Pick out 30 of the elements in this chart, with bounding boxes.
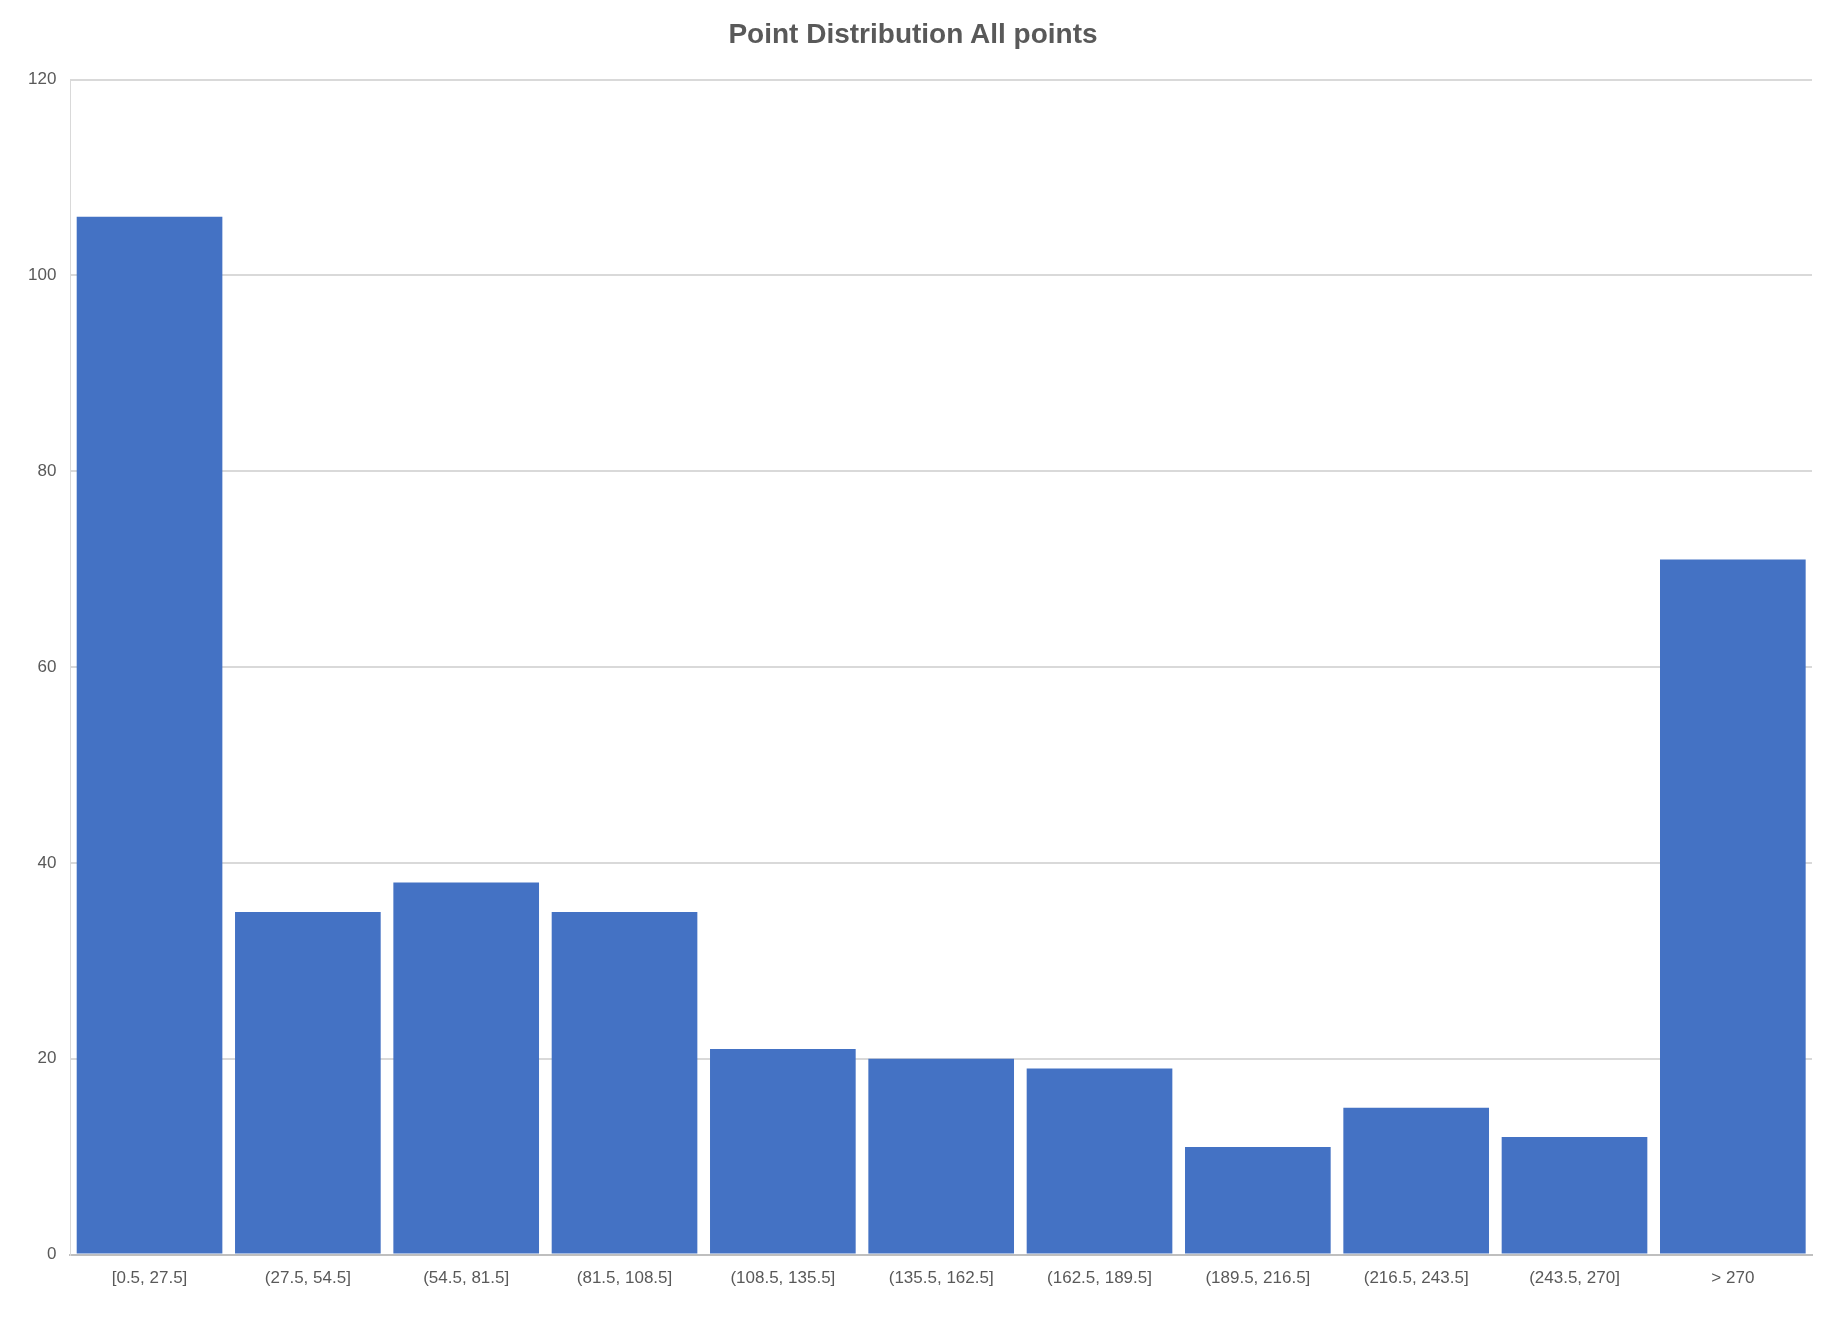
bar <box>710 1048 856 1254</box>
y-tick-label: 80 <box>37 460 57 480</box>
bar <box>393 882 540 1254</box>
y-tick-label: 60 <box>37 656 57 676</box>
x-tick-label: (243.5, 270] <box>1529 1268 1620 1288</box>
x-tick-label: (189.5, 216.5] <box>1205 1268 1311 1288</box>
x-tick-label: (108.5, 135.5] <box>730 1268 836 1288</box>
y-tick-label: 40 <box>37 852 57 872</box>
bar <box>235 911 381 1254</box>
x-tick-label: (135.5, 162.5] <box>888 1268 994 1288</box>
x-tick-label: (216.5, 243.5] <box>1363 1268 1469 1288</box>
x-tick-label: (162.5, 189.5] <box>1047 1268 1152 1288</box>
x-tick-label: (54.5, 81.5] <box>423 1268 510 1288</box>
bar <box>551 911 698 1254</box>
bar <box>1343 1107 1490 1254</box>
bar <box>76 216 223 1254</box>
x-tick-label: (27.5, 54.5] <box>264 1268 351 1288</box>
bar <box>868 1058 1015 1254</box>
bar <box>1185 1146 1331 1254</box>
y-tick-label: 20 <box>37 1048 57 1068</box>
bar <box>1026 1068 1173 1254</box>
y-tick-label: 0 <box>46 1244 57 1264</box>
bar <box>1501 1137 1648 1254</box>
chart-title: Point Distribution All points <box>728 17 1098 49</box>
y-tick-label: 100 <box>27 265 57 285</box>
y-tick-label: 120 <box>27 69 57 89</box>
x-tick-label: (81.5, 108.5] <box>576 1268 673 1288</box>
x-tick-label: [0.5, 27.5] <box>111 1268 188 1288</box>
bar <box>1660 559 1806 1254</box>
x-tick-label: > 270 <box>1711 1268 1755 1288</box>
